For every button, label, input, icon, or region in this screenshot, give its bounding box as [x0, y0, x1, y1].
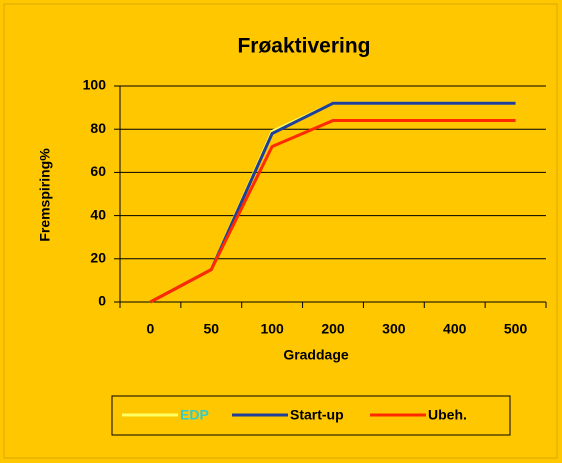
y-tick-label: 40 [90, 206, 106, 222]
x-tick-label: 100 [260, 321, 284, 337]
chart-title: Frøaktivering [237, 35, 370, 58]
y-tick-label: 100 [83, 77, 107, 93]
legend-label: Start-up [290, 407, 344, 423]
y-tick-label: 20 [90, 250, 106, 266]
legend-label: EDP [180, 407, 209, 423]
legend-label: Ubeh. [428, 407, 467, 423]
x-tick-label: 50 [203, 321, 219, 337]
y-tick-label: 0 [98, 293, 106, 309]
y-axis-label: Fremspiring% [37, 148, 53, 242]
x-axis-label: Graddage [283, 347, 349, 363]
x-tick-label: 0 [147, 321, 155, 337]
x-tick-label: 200 [321, 321, 345, 337]
x-tick-label: 400 [443, 321, 467, 337]
x-tick-label: 500 [504, 321, 528, 337]
y-tick-label: 80 [90, 120, 106, 136]
chart-border [3, 3, 558, 459]
line-series [149, 119, 516, 304]
y-tick-label: 60 [90, 163, 106, 179]
x-tick-label: 300 [382, 321, 406, 337]
legend-box [111, 395, 511, 436]
